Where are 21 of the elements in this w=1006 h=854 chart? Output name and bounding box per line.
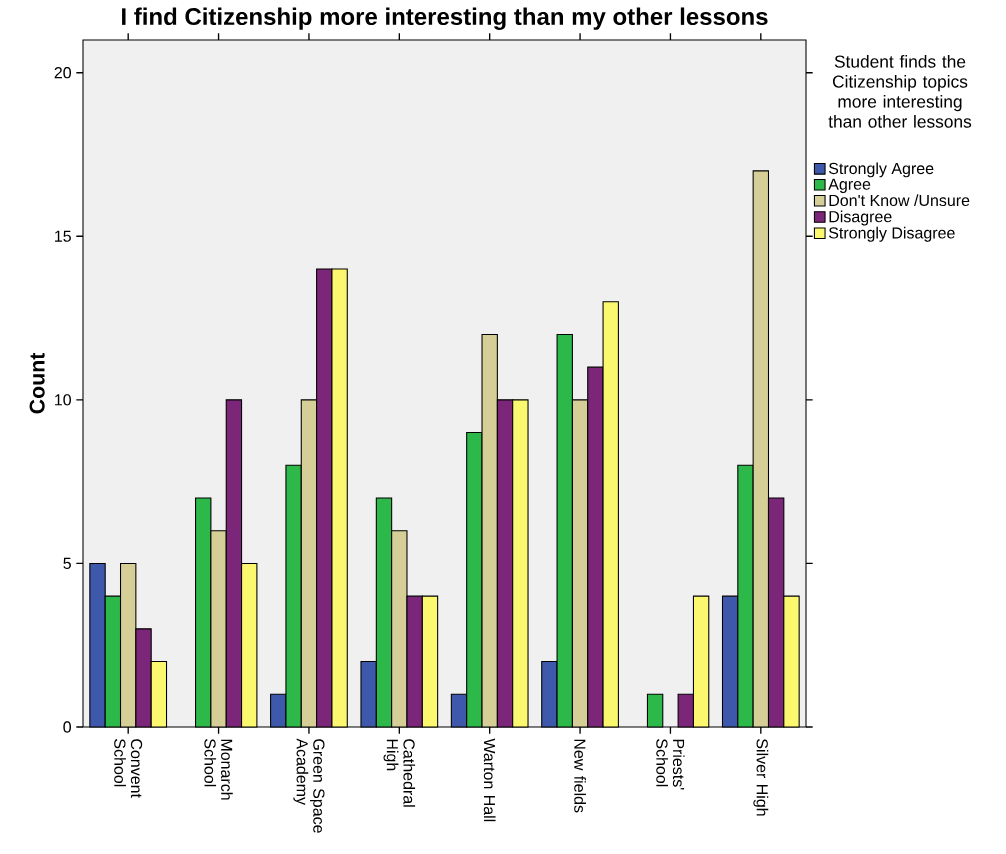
x-tick-label: New fields xyxy=(574,739,586,813)
y-tick-label: 5 xyxy=(63,557,71,569)
y-tick-label: 10 xyxy=(55,394,71,406)
legend-label: Disagree xyxy=(829,210,892,226)
legend-label: Strongly Agree xyxy=(828,162,934,178)
x-tick-label: Silver High xyxy=(753,739,769,816)
y-tick-label: 20 xyxy=(54,67,71,79)
y-tick-label: 15 xyxy=(55,230,71,242)
x-tick-label: Priests' School xyxy=(656,739,685,790)
x-tick-label: Convent School xyxy=(114,739,143,798)
legend-label: Don't Know /Unsure xyxy=(829,194,970,207)
x-tick-label: Cathedral High xyxy=(383,739,416,807)
x-tick-label: Warton Hall xyxy=(483,738,496,822)
legend-label: Strongly Disagree xyxy=(828,226,955,242)
y-axis-title: Count xyxy=(29,352,45,414)
legend-title: Student finds the Citizenship topics more interesting than other lessons xyxy=(828,55,972,128)
x-tick-label: Green Space Academy xyxy=(293,738,325,833)
legend-label: Agree xyxy=(828,178,871,193)
x-tick-label: Monarch School xyxy=(204,739,233,800)
y-tick-label: 0 xyxy=(63,721,72,733)
chart-title: I find Citizenship more interesting than my other lessons xyxy=(122,7,768,30)
